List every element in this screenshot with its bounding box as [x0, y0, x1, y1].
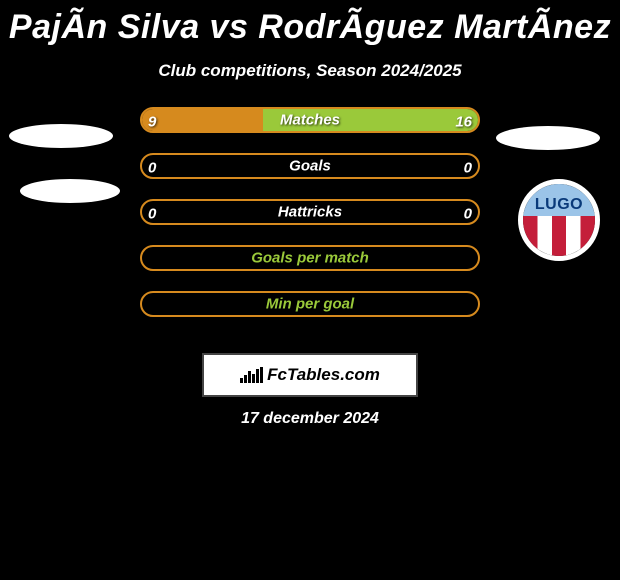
stat-bar: Hattricks [140, 199, 480, 225]
branding-box: FcTables.com [202, 353, 418, 397]
stat-label: Goals [142, 158, 478, 175]
comparison-subtitle: Club competitions, Season 2024/2025 [0, 61, 620, 81]
stat-label: Min per goal [142, 296, 478, 313]
stat-value-left: 0 [148, 206, 156, 223]
bar-chart-icon [240, 367, 263, 383]
stat-bar: Matches [140, 107, 480, 133]
stat-row: Min per goal [0, 291, 620, 321]
stat-value-right: 0 [464, 206, 472, 223]
stat-value-right: 0 [464, 160, 472, 177]
stat-value-right: 16 [455, 114, 472, 131]
stat-bar: Goals [140, 153, 480, 179]
stat-label: Hattricks [142, 204, 478, 221]
stat-value-left: 9 [148, 114, 156, 131]
snapshot-date: 17 december 2024 [0, 410, 620, 428]
branding-text: FcTables.com [267, 365, 380, 385]
comparison-title: PajÃ­n Silva vs RodrÃ­guez MartÃ­nez [0, 0, 620, 47]
stat-value-left: 0 [148, 160, 156, 177]
stat-label: Matches [142, 112, 478, 129]
stat-bar: Min per goal [140, 291, 480, 317]
stat-row: Hattricks0 0 [0, 199, 620, 229]
stat-label: Goals per match [142, 250, 478, 267]
stat-row: Matches9 16 [0, 107, 620, 137]
stat-row: Goals per match [0, 245, 620, 275]
stat-row: Goals0 0 [0, 153, 620, 183]
stat-bar: Goals per match [140, 245, 480, 271]
